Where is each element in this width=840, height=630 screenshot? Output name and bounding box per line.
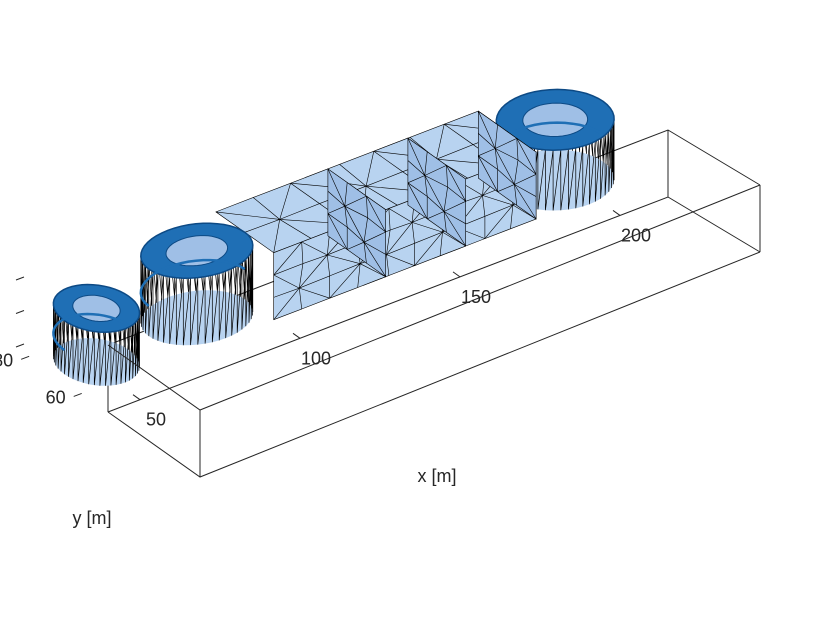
letter-shape-3-side	[327, 168, 386, 277]
x-tick-mark-0	[132, 394, 141, 401]
letter-shape-3-side-edges	[327, 168, 386, 278]
z-tick-mark-0	[15, 343, 25, 348]
z-tick-mark-2	[15, 276, 25, 281]
mesh-objects	[52, 88, 615, 386]
letter-shape-1-mid-band	[52, 312, 130, 352]
box-edge-front-bottom	[107, 251, 761, 478]
x-tick-mark-3	[612, 210, 621, 216]
letter-shape-5-side	[478, 111, 537, 219]
letter-shape-2-mid-band	[139, 258, 246, 307]
x-tick-label-0: 50	[146, 410, 166, 430]
z-tick-mark-1	[15, 310, 25, 314]
letter-shape-2-top-hole	[165, 235, 229, 267]
y-tick-mark-1	[20, 355, 30, 360]
x-tick-mark-1	[292, 332, 301, 339]
x-tick-label-1: 100	[301, 348, 331, 368]
axis-ticks: 50100150200608001020	[0, 210, 651, 430]
x-tick-label-2: 150	[461, 287, 491, 307]
letter-shape-4-side	[407, 138, 466, 246]
letter-shape-5-side-edges	[478, 110, 537, 220]
y-tick-mark-0	[73, 392, 82, 397]
y-tick-label-1: 80	[0, 350, 13, 370]
x-axis-label: x [m]	[418, 466, 457, 486]
letter-shape-2	[139, 222, 254, 346]
letter-shape-1	[52, 283, 141, 386]
y-axis-label: y [m]	[73, 508, 112, 528]
letter-shape-3	[215, 168, 387, 321]
letter-shape-6	[495, 88, 615, 211]
y-tick-label-0: 60	[46, 387, 66, 407]
x-tick-label-3: 200	[621, 225, 651, 245]
letter-shape-4-side-edges	[407, 137, 466, 247]
bounding-box-front	[107, 184, 761, 478]
letter-shape-6-top-hole	[522, 102, 589, 138]
x-tick-mark-2	[452, 271, 461, 278]
